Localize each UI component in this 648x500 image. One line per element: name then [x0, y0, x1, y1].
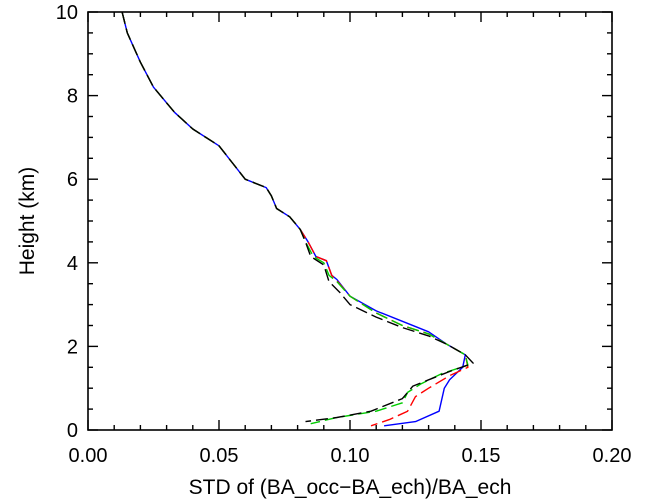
x-axis-label: STD of (BA_occ−BA_ech)/BA_ech — [189, 476, 512, 499]
y-tick-label: 8 — [67, 86, 78, 108]
y-tick-label: 0 — [67, 420, 78, 442]
x-tick-label: 0.15 — [462, 445, 501, 467]
y-tick-label: 4 — [67, 253, 78, 275]
y-tick-label: 10 — [56, 2, 78, 24]
series-line-3 — [121, 11, 469, 425]
x-tick-label: 0.10 — [331, 445, 370, 467]
y-tick-label: 6 — [67, 169, 78, 191]
y-axis-label: Height (km) — [16, 167, 39, 276]
ticks-layer — [87, 11, 613, 431]
x-tick-label: 0.00 — [69, 445, 108, 467]
series-layer — [121, 11, 474, 427]
y-tick-label: 2 — [67, 336, 78, 358]
series-line-4 — [121, 11, 474, 423]
series-line-1 — [121, 11, 466, 427]
plot-area-frame — [87, 11, 613, 431]
series-line-2 — [121, 11, 469, 427]
x-tick-label: 0.20 — [593, 445, 632, 467]
x-tick-label: 0.05 — [200, 445, 239, 467]
tick-labels-layer: 0.00 0.05 0.10 0.15 0.20 0 2 4 6 8 10 — [56, 2, 632, 467]
